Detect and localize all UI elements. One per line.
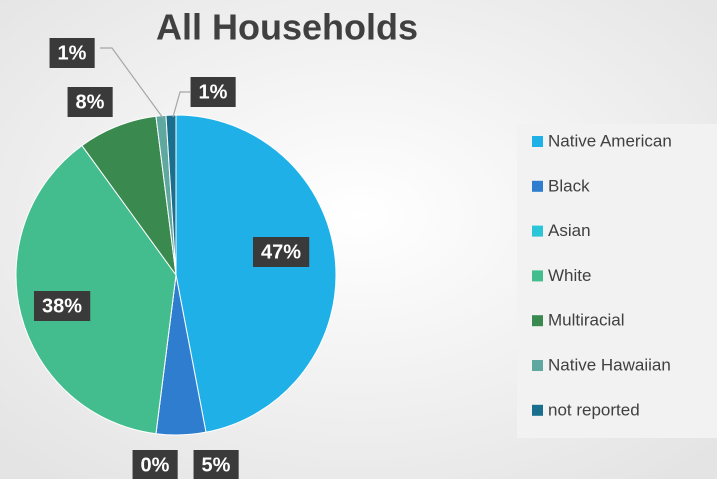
pie bbox=[15, 114, 337, 436]
legend-label: Multiracial bbox=[548, 311, 625, 330]
legend-label: Native American bbox=[548, 131, 672, 150]
data-label: 1% bbox=[199, 81, 228, 103]
legend-label: Black bbox=[548, 176, 590, 195]
pie-slice bbox=[165, 114, 177, 276]
label-box bbox=[252, 237, 310, 267]
legend-label: not reported bbox=[548, 400, 640, 419]
legend-swatch bbox=[532, 225, 543, 237]
legend-label: Native Hawaiian bbox=[548, 355, 671, 374]
leader-line bbox=[100, 47, 164, 119]
label-box bbox=[193, 450, 239, 479]
legend-label: White bbox=[548, 266, 591, 285]
label-box bbox=[33, 291, 91, 321]
label-box bbox=[132, 450, 178, 479]
legend: Native American Black Asian White Multiracia… bbox=[532, 131, 672, 419]
data-label: 38% bbox=[42, 295, 82, 317]
data-label: 47% bbox=[261, 241, 301, 263]
data-label: 0% bbox=[141, 454, 170, 476]
legend-box bbox=[517, 124, 717, 438]
legend-swatch bbox=[532, 136, 543, 147]
data-labels: 47% 5% 0% 38% 8% 1% 1% bbox=[33, 38, 310, 479]
data-label: 1% bbox=[58, 42, 87, 64]
legend-swatch bbox=[532, 404, 543, 416]
legend-swatch bbox=[532, 315, 543, 327]
label-box bbox=[49, 38, 95, 68]
pie-slice bbox=[175, 114, 337, 433]
data-label: 5% bbox=[202, 454, 231, 476]
chart-title: All Households bbox=[156, 7, 418, 48]
legend-swatch bbox=[532, 270, 543, 282]
legend-swatch bbox=[532, 360, 543, 371]
pie-slice bbox=[15, 144, 177, 435]
label-box bbox=[190, 77, 236, 107]
data-label: 8% bbox=[76, 91, 105, 113]
legend-label: Asian bbox=[548, 221, 591, 240]
legend-swatch bbox=[532, 180, 543, 192]
leader-line bbox=[172, 91, 190, 118]
label-box bbox=[67, 87, 113, 117]
